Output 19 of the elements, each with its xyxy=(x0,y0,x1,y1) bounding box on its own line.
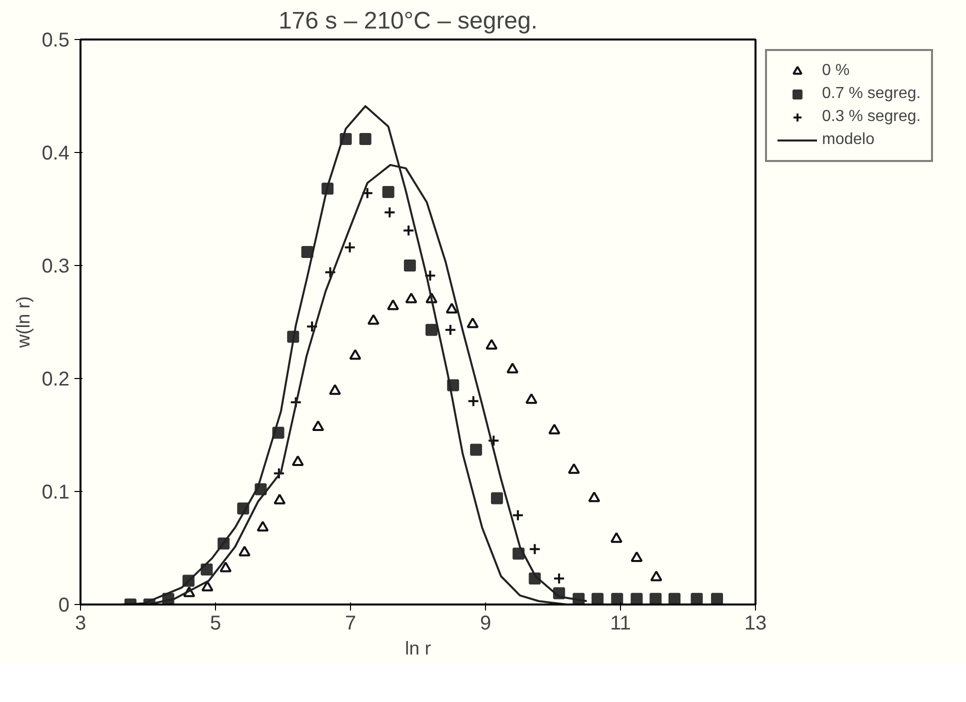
y-tick-label: 0.2 xyxy=(42,368,70,390)
legend-label: 0 % xyxy=(822,62,850,80)
legend-label: 0.7 % segreg. xyxy=(822,85,921,103)
y-tick-label: 0.3 xyxy=(42,256,70,278)
x-axis-title: ln r xyxy=(405,638,431,658)
legend-label: modelo xyxy=(822,131,874,149)
y-axis-title: w(ln r) xyxy=(12,296,34,349)
x-tick-label: 3 xyxy=(74,612,86,634)
y-tick-label: 0 xyxy=(58,594,70,616)
x-tick-label: 5 xyxy=(210,612,222,634)
y-tick-label: 0.1 xyxy=(42,482,70,504)
y-tick-label: 0.5 xyxy=(42,30,70,52)
chart-title: 176 s – 210°C – segreg. xyxy=(278,8,538,34)
x-tick-label: 7 xyxy=(344,612,356,634)
x-tick-label: 9 xyxy=(480,612,492,634)
x-tick-label: 11 xyxy=(610,612,631,634)
legend-label: 0.3 % segreg. xyxy=(822,108,921,126)
x-tick-label: 13 xyxy=(744,612,767,634)
y-tick-label: 0.4 xyxy=(42,142,70,164)
